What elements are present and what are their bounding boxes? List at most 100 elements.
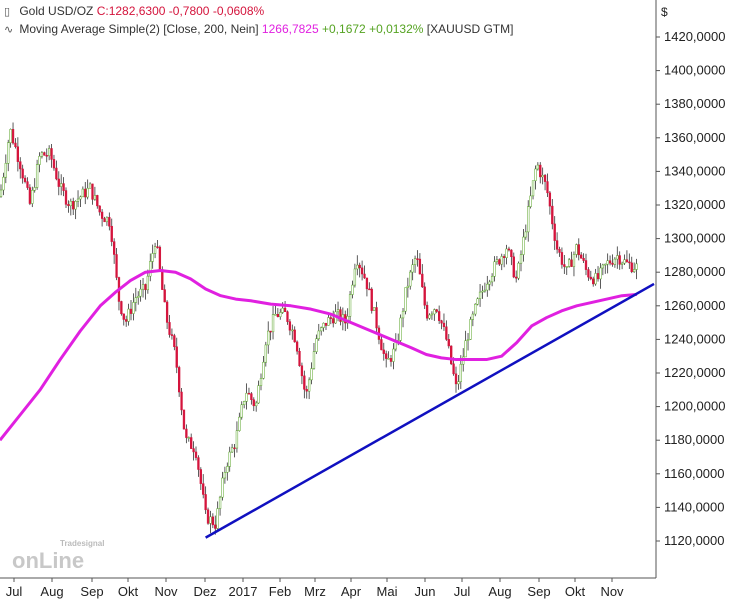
trendline-series (205, 282, 655, 539)
price-change-value: -0,7800 (168, 4, 210, 18)
candle-body (209, 516, 212, 524)
y-tick-label: 1380,0000 (664, 96, 725, 111)
candle-body (259, 378, 263, 386)
candle-body (113, 241, 116, 255)
price-change-pct: -0,0608% (212, 4, 265, 18)
candle-body (553, 223, 556, 241)
candle-body (161, 269, 164, 290)
candle-body (498, 259, 501, 265)
candle-body (399, 317, 402, 341)
y-tick-label: 1160,0000 (664, 466, 725, 481)
sma-value: 1266,7825 (261, 22, 319, 36)
candle-body (84, 188, 87, 198)
candle-body (21, 168, 24, 179)
candle-body (411, 264, 414, 273)
candle-body (389, 358, 393, 362)
sma-change-pct: +0,0132% (369, 22, 424, 36)
x-tick-label: 2017 (229, 584, 258, 599)
candle-body (527, 206, 530, 233)
candle-body (81, 188, 85, 198)
candle-body (240, 404, 243, 418)
candle-body (445, 326, 448, 340)
candle-body (495, 259, 499, 263)
candle-body (555, 240, 559, 250)
y-tick-label: 1420,0000 (664, 29, 725, 44)
candle-body (192, 448, 195, 453)
candle-body (587, 269, 590, 278)
price-close-value: C:1282,6300 (96, 4, 166, 18)
candle-body (476, 298, 479, 305)
candle-body (623, 259, 626, 264)
candle-body (245, 392, 248, 402)
candle-body (635, 263, 638, 270)
candle-body (469, 319, 472, 340)
candle-body (519, 254, 523, 264)
candle-body (168, 322, 171, 335)
candle-body (382, 349, 385, 354)
candle-body (515, 276, 518, 279)
candle-body (28, 187, 32, 204)
candle-body (129, 308, 133, 314)
x-tick-label: Nov (600, 584, 624, 599)
candle-body (122, 313, 125, 320)
candle-body (262, 361, 265, 379)
candle-body (324, 322, 328, 326)
candle-body (43, 152, 46, 156)
candle-body (425, 304, 429, 319)
candle-body (517, 262, 520, 279)
candle-body (551, 205, 554, 225)
candle-body (69, 201, 72, 207)
candle-body (132, 302, 135, 314)
candle-body (88, 183, 92, 189)
candle-body (437, 311, 441, 321)
candle-body (103, 218, 106, 223)
candle-body (40, 152, 44, 157)
y-axis-ticks: 1120,0000 1140,0000 1160,0000 1180,0000 1200… (656, 29, 725, 548)
candle-body (392, 348, 395, 362)
candle-body (536, 164, 539, 170)
y-tick-label: 1320,0000 (664, 197, 725, 212)
axes-group (0, 0, 657, 579)
support-trendline (205, 282, 655, 539)
candle-body (175, 346, 178, 368)
candle-body (368, 288, 371, 291)
candle-body (558, 249, 561, 253)
candle-body (26, 181, 29, 188)
candle-body (98, 205, 101, 213)
candle-body (2, 176, 5, 191)
candle-body (418, 258, 422, 275)
price-series-name: Gold USD/OZ (19, 4, 94, 18)
candle-body (466, 339, 470, 341)
candle-body (406, 285, 410, 288)
candle-body (488, 281, 491, 285)
candle-body (428, 314, 431, 319)
candle-body (560, 252, 564, 265)
candle-body (206, 509, 210, 524)
candle-body (165, 301, 169, 323)
candle-body (127, 308, 130, 322)
y-tick-label: 1360,0000 (664, 130, 725, 145)
candle-body (452, 363, 455, 375)
candle-body (592, 278, 595, 285)
candle-body (274, 314, 277, 316)
candle-body (336, 309, 340, 313)
candle-body (563, 264, 566, 267)
candle-body (110, 225, 113, 242)
candle-body (134, 297, 137, 303)
candle-body (33, 187, 36, 191)
candle-body (100, 211, 104, 219)
candle-body (50, 148, 53, 160)
candle-body (329, 317, 332, 319)
candle-body (433, 309, 436, 315)
candle-body (572, 254, 576, 267)
candle-body (11, 129, 15, 144)
candle-body (608, 260, 612, 264)
candle-body (180, 391, 183, 411)
candle-body (305, 389, 308, 392)
x-tick-label: Jun (415, 584, 436, 599)
candle-body (199, 469, 202, 484)
x-tick-label: Dez (193, 584, 216, 599)
candle-body (267, 330, 270, 346)
candle-body (401, 310, 405, 319)
